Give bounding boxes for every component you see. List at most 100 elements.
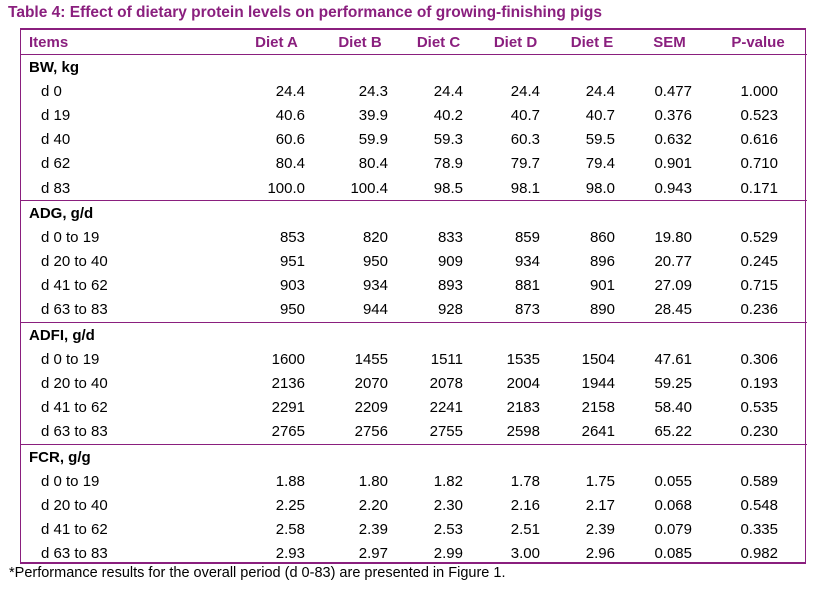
group-row: BW, kg bbox=[21, 55, 807, 80]
table-cell: 0.529 bbox=[740, 228, 778, 246]
column-header-diet-e: Diet E bbox=[554, 30, 630, 55]
table-cell: 896 bbox=[589, 253, 615, 271]
table-cell: 0.245 bbox=[740, 253, 778, 271]
group-label: FCR, g/g bbox=[21, 444, 807, 470]
table-body: BW, kg d 0 24.4 24.3 24.4 24.4 24.4 0.477 1.000 d… bbox=[21, 55, 807, 566]
group-row: ADG, g/d bbox=[21, 200, 807, 226]
table-cell: 2158 bbox=[581, 399, 615, 417]
table-cell: 59.5 bbox=[585, 131, 615, 149]
table-row: d 20 to 40 951 950 909 934 896 20.77 0.245 bbox=[21, 250, 807, 274]
table-cell: 1455 bbox=[354, 350, 388, 368]
table-cell: 24.3 bbox=[358, 82, 388, 100]
table-cell: 0.715 bbox=[740, 277, 778, 295]
table-cell: 98.1 bbox=[510, 179, 540, 197]
table-cell: 79.7 bbox=[510, 155, 540, 173]
table-cell: 0.230 bbox=[740, 423, 778, 441]
table-cell: 79.4 bbox=[585, 155, 615, 173]
table-cell: 1.78 bbox=[510, 472, 540, 490]
table-cell: 833 bbox=[437, 228, 463, 246]
table-row: d 63 to 83 2.93 2.97 2.99 3.00 2.96 0.085 0.982 bbox=[21, 542, 807, 566]
row-label: d 41 to 62 bbox=[41, 521, 108, 539]
table-cell: 100.0 bbox=[267, 179, 305, 197]
table-cell: 2.99 bbox=[433, 545, 463, 563]
row-label: d 0 to 19 bbox=[41, 350, 100, 368]
table-cell: 0.943 bbox=[654, 179, 692, 197]
table-cell: 2070 bbox=[354, 375, 388, 393]
column-header-diet-c: Diet C bbox=[400, 30, 477, 55]
table-cell: 0.616 bbox=[740, 131, 778, 149]
table-cell: 24.4 bbox=[433, 82, 463, 100]
table-cell: 2.39 bbox=[585, 521, 615, 539]
table-cell: 60.6 bbox=[275, 131, 305, 149]
table-cell: 60.3 bbox=[510, 131, 540, 149]
table-row: d 63 to 83 2765 2756 2755 2598 2641 65.22 0.230 bbox=[21, 420, 807, 445]
table-cell: 0.055 bbox=[654, 472, 692, 490]
table-cell: 0.376 bbox=[654, 106, 692, 124]
table-cell: 1600 bbox=[271, 350, 305, 368]
table-cell: 2078 bbox=[429, 375, 463, 393]
table-cell: 2.96 bbox=[585, 545, 615, 563]
table-cell: 1.82 bbox=[433, 472, 463, 490]
table-cell: 0.535 bbox=[740, 399, 778, 417]
table-cell: 98.5 bbox=[433, 179, 463, 197]
table-cell: 873 bbox=[514, 301, 540, 319]
table-cell: 928 bbox=[437, 301, 463, 319]
table-row: d 20 to 40 2136 2070 2078 2004 1944 59.25 0.193 bbox=[21, 371, 807, 395]
table-row: d 0 to 19 853 820 833 859 860 19.80 0.529 bbox=[21, 225, 807, 249]
table-cell: 909 bbox=[437, 253, 463, 271]
table-cell: 893 bbox=[437, 277, 463, 295]
table-cell: 859 bbox=[514, 228, 540, 246]
table-cell: 2.17 bbox=[585, 496, 615, 514]
table-cell: 2755 bbox=[429, 423, 463, 441]
table-cell: 0.068 bbox=[654, 496, 692, 514]
table-cell: 0.236 bbox=[740, 301, 778, 319]
row-label: d 41 to 62 bbox=[41, 277, 108, 295]
table-cell: 40.2 bbox=[433, 106, 463, 124]
table-cell: 2183 bbox=[506, 399, 540, 417]
performance-table: Items Diet A Diet B Diet C Diet D Diet E… bbox=[21, 30, 807, 566]
table-cell: 24.4 bbox=[275, 82, 305, 100]
table-cell: 28.45 bbox=[654, 301, 692, 319]
table-cell: 0.477 bbox=[654, 82, 692, 100]
table-cell: 2136 bbox=[271, 375, 305, 393]
table-cell: 1944 bbox=[581, 375, 615, 393]
row-label: d 20 to 40 bbox=[41, 253, 108, 271]
row-label: d 19 bbox=[41, 106, 71, 124]
table-cell: 0.523 bbox=[740, 106, 778, 124]
table-cell: 2.97 bbox=[358, 545, 388, 563]
group-row: ADFI, g/d bbox=[21, 322, 807, 348]
table-cell: 59.9 bbox=[358, 131, 388, 149]
table-cell: 2.39 bbox=[358, 521, 388, 539]
table-cell: 100.4 bbox=[350, 179, 388, 197]
column-header-items: Items bbox=[21, 30, 233, 55]
table-cell: 2.20 bbox=[358, 496, 388, 514]
table-cell: 903 bbox=[279, 277, 305, 295]
row-label: d 20 to 40 bbox=[41, 375, 108, 393]
table-cell: 1535 bbox=[506, 350, 540, 368]
column-header-diet-b: Diet B bbox=[320, 30, 400, 55]
row-label: d 62 bbox=[41, 155, 71, 173]
table-cell: 1.80 bbox=[358, 472, 388, 490]
row-label: d 40 bbox=[41, 131, 71, 149]
table-cell: 24.4 bbox=[510, 82, 540, 100]
table-row: d 20 to 40 2.25 2.20 2.30 2.16 2.17 0.068 0.548 bbox=[21, 493, 807, 517]
table-cell: 881 bbox=[514, 277, 540, 295]
row-label: d 0 bbox=[41, 82, 62, 100]
table-cell: 2.16 bbox=[510, 496, 540, 514]
table-cell: 853 bbox=[279, 228, 305, 246]
table-row: d 19 40.6 39.9 40.2 40.7 40.7 0.376 0.523 bbox=[21, 103, 807, 127]
table-row: d 0 24.4 24.3 24.4 24.4 24.4 0.477 1.000 bbox=[21, 79, 807, 103]
table-cell: 0.085 bbox=[654, 545, 692, 563]
table-cell: 47.61 bbox=[654, 350, 692, 368]
table-cell: 0.548 bbox=[740, 496, 778, 514]
table-cell: 2.93 bbox=[275, 545, 305, 563]
table-row: d 0 to 19 1.88 1.80 1.82 1.78 1.75 0.055 0.589 bbox=[21, 469, 807, 493]
table-cell: 2.30 bbox=[433, 496, 463, 514]
table-cell: 40.7 bbox=[510, 106, 540, 124]
table-cell: 934 bbox=[514, 253, 540, 271]
table-row: d 0 to 19 1600 1455 1511 1535 1504 47.61 0.306 bbox=[21, 347, 807, 371]
table-cell: 0.335 bbox=[740, 521, 778, 539]
table-row: d 63 to 83 950 944 928 873 890 28.45 0.236 bbox=[21, 298, 807, 323]
table-cell: 0.710 bbox=[740, 155, 778, 173]
table-footnote: *Performance results for the overall per… bbox=[9, 565, 506, 581]
